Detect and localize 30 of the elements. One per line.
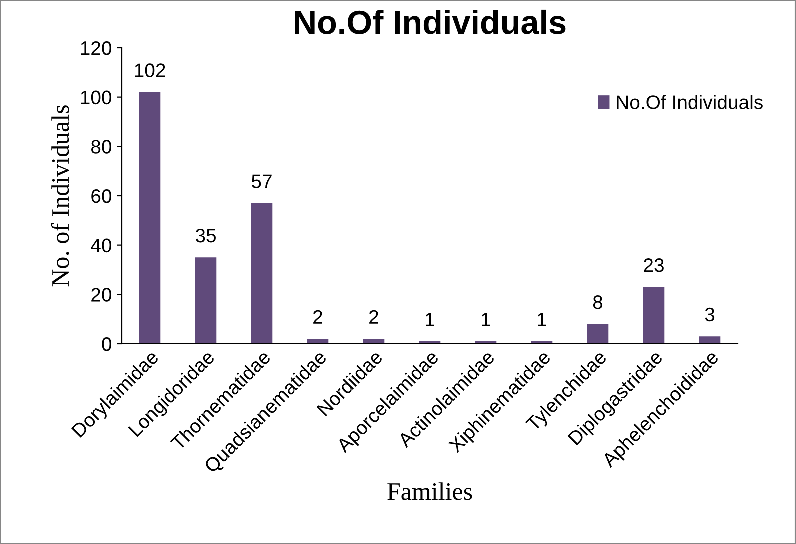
legend-label: No.Of Individuals	[617, 95, 763, 110]
data-label: 1	[426, 313, 434, 326]
y-tick-label: 0	[102, 337, 112, 352]
chart-title: No.Of Individuals	[295, 10, 566, 34]
data-label: 8	[593, 296, 603, 310]
data-label: 1	[538, 313, 546, 326]
y-tick-label: 40	[91, 238, 112, 253]
data-label: 3	[705, 308, 715, 322]
data-label: 1	[482, 313, 490, 326]
y-tick-label: 20	[92, 288, 112, 302]
data-label: 102	[135, 64, 166, 78]
bar	[587, 324, 609, 344]
bar	[195, 258, 217, 344]
y-tick-label: 100	[81, 90, 112, 105]
bar	[251, 203, 273, 344]
data-label: 35	[196, 228, 216, 243]
y-tick-label: 120	[81, 41, 112, 56]
bar	[307, 339, 329, 344]
bar	[139, 92, 161, 344]
bar	[363, 339, 385, 344]
x-axis-title: Families	[388, 482, 472, 500]
data-label: 57	[252, 174, 272, 188]
data-label: 23	[644, 258, 664, 272]
bar	[699, 336, 721, 344]
y-tick-label: 80	[91, 140, 112, 154]
data-label: 2	[370, 310, 378, 324]
data-label: 2	[314, 310, 322, 324]
bar	[643, 287, 665, 344]
y-tick-label: 60	[92, 189, 112, 204]
y-axis-title: No. of Individuals	[51, 106, 70, 287]
